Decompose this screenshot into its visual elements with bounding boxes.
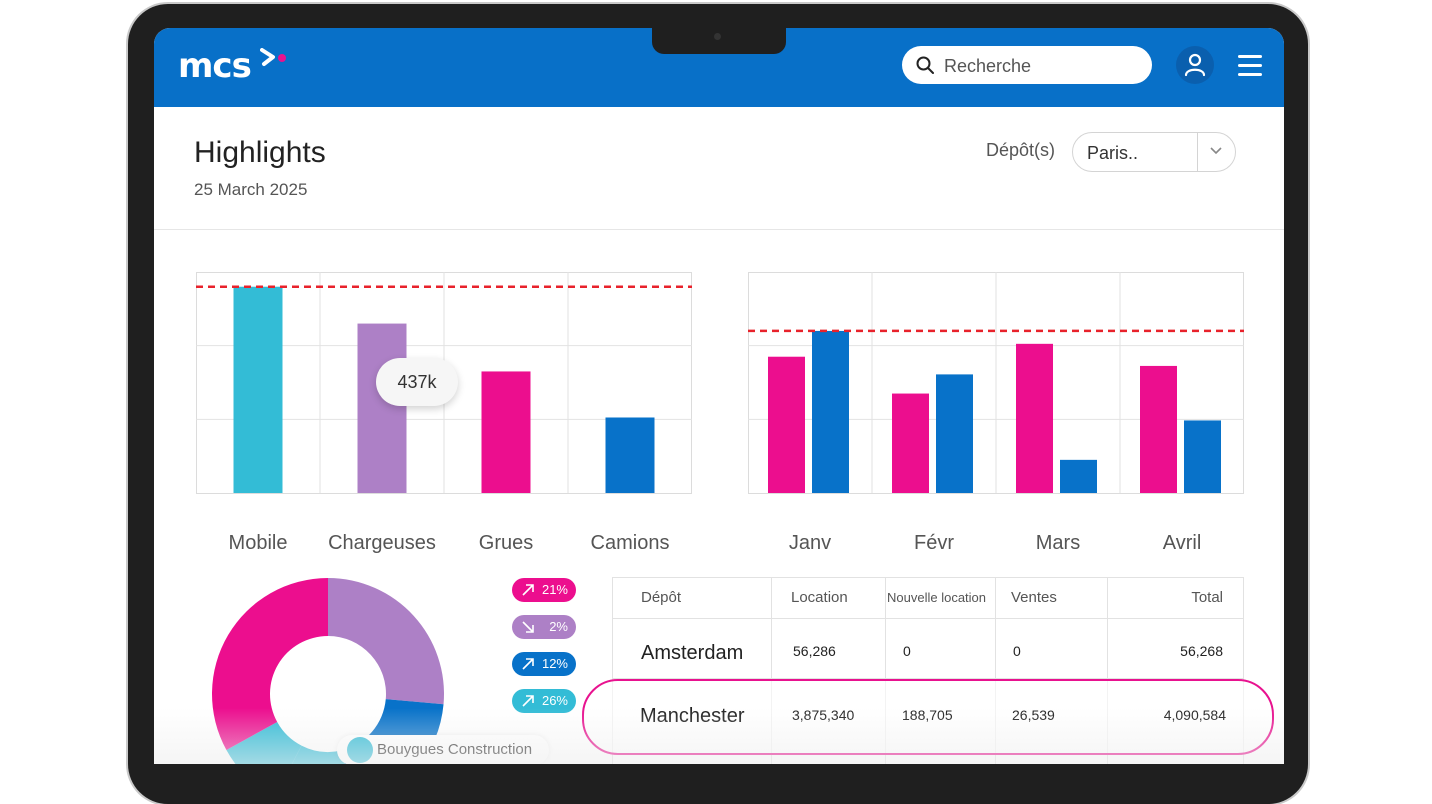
chevron-down-icon[interactable] <box>1209 143 1223 157</box>
bar-févr-series-2 <box>936 374 973 493</box>
user-icon <box>1184 53 1206 77</box>
arrow-up-right-icon <box>522 584 534 596</box>
depot-select[interactable]: Paris.. <box>1072 132 1236 172</box>
bar-camions <box>605 417 655 493</box>
user-profile-button[interactable] <box>1176 46 1214 84</box>
col-header-location[interactable]: Location <box>791 589 848 606</box>
trend-badge: 12% <box>512 652 576 676</box>
bar-mars-series-1 <box>1016 343 1053 493</box>
menu-bar <box>1238 55 1262 58</box>
col-header-total[interactable]: Total <box>1191 589 1223 606</box>
table-column-line <box>771 578 772 764</box>
table-divider <box>613 678 1243 679</box>
row-depot: Manchester <box>640 705 745 727</box>
header-divider <box>154 229 1284 230</box>
row-ventes: 26,539 <box>1012 707 1055 723</box>
table-column-line <box>1107 578 1108 764</box>
row-nouvelle-location: 188,705 <box>902 707 953 723</box>
bar-chargeuses <box>357 323 407 493</box>
highlighted-table-row[interactable]: Manchester 3,875,340 188,705 26,539 4,09… <box>582 679 1274 755</box>
x-tick-label: Avril <box>1163 532 1202 554</box>
search-box[interactable] <box>902 46 1152 86</box>
bar-avril-series-1 <box>1140 365 1177 493</box>
bar-mars-series-2 <box>1060 459 1097 493</box>
row-total: 56,268 <box>1180 643 1223 659</box>
bar-grues <box>481 371 531 493</box>
donut-slice-1 <box>328 578 444 705</box>
select-divider <box>1197 133 1198 171</box>
row-depot: Amsterdam <box>641 642 744 664</box>
row-total: 4,090,584 <box>1163 707 1226 723</box>
x-tick-label: Janv <box>789 532 831 554</box>
row-location: 3,875,340 <box>792 707 855 723</box>
trend-badge: 21% <box>512 578 576 602</box>
page-date: 25 March 2025 <box>194 180 308 199</box>
depot-filter-label: Dépôt(s) <box>986 140 1056 160</box>
x-tick-label: Grues <box>479 532 533 554</box>
x-tick-label: Mobile <box>229 532 288 554</box>
trend-badge-value: 21% <box>541 582 568 597</box>
arrow-down-right-icon <box>522 621 534 633</box>
table-divider <box>613 618 1243 619</box>
x-tick-label: Mars <box>1036 532 1080 554</box>
bar-avril-series-2 <box>1184 420 1221 493</box>
logo-mark-icon <box>260 48 286 66</box>
bar-févr-series-1 <box>892 393 929 493</box>
bar-janv-series-2 <box>812 330 849 493</box>
trend-badge-value: 12% <box>541 656 568 671</box>
col-header-nouvelle-location[interactable]: Nouvelle location <box>887 590 987 605</box>
chart-tooltip: 437k <box>376 358 458 406</box>
col-header-ventes[interactable]: Ventes <box>1011 589 1057 606</box>
row-ventes: 0 <box>1013 643 1021 659</box>
legend-color-swatch <box>347 737 373 763</box>
bar-mobile <box>233 286 283 493</box>
monthly-bar-chart: Janv Févr Mars Avril <box>748 272 1244 557</box>
camera-notch <box>652 28 786 54</box>
x-tick-label: Camions <box>591 532 670 554</box>
donut-slice-5 <box>212 578 328 751</box>
trend-badge-value: 2% <box>549 619 568 634</box>
menu-bar <box>1238 73 1262 76</box>
bar-janv-series-1 <box>768 356 805 493</box>
equipment-bar-chart: Mobile Chargeuses Grues Camions <box>196 272 692 557</box>
depot-select-value: Paris.. <box>1087 143 1139 163</box>
x-tick-label: Févr <box>914 532 954 554</box>
table-column-line <box>995 578 996 764</box>
page-title: Highlights <box>194 136 326 169</box>
trend-badge: 2% <box>512 615 576 639</box>
equipment-bar-chart-svg: Mobile Chargeuses Grues Camions <box>196 272 692 554</box>
search-input[interactable] <box>942 46 1146 86</box>
table-column-line <box>885 578 886 764</box>
monthly-bar-chart-svg: Janv Févr Mars Avril <box>748 272 1244 554</box>
trend-badge-value: 26% <box>541 693 568 708</box>
row-location: 56,286 <box>793 643 836 659</box>
camera-icon <box>714 33 721 40</box>
depot-table: Dépôt Location Nouvelle location Ventes … <box>612 577 1244 764</box>
app-screen: mcs Highlights 25 March 2025 Dépôt(s) <box>154 28 1284 764</box>
legend-label: Bouygues Construction <box>377 741 533 758</box>
row-nouvelle-location: 0 <box>903 643 911 659</box>
col-header-depot[interactable]: Dépôt <box>641 589 682 606</box>
hamburger-menu-button[interactable] <box>1238 55 1262 76</box>
brand-logo[interactable]: mcs <box>178 46 252 86</box>
search-icon <box>916 56 934 74</box>
arrow-up-right-icon <box>522 695 534 707</box>
x-tick-label: Chargeuses <box>328 532 436 554</box>
arrow-up-right-icon <box>522 658 534 670</box>
menu-bar <box>1238 64 1262 67</box>
donut-legend[interactable]: Bouygues Construction <box>337 735 549 764</box>
trend-badge: 26% <box>512 689 576 713</box>
